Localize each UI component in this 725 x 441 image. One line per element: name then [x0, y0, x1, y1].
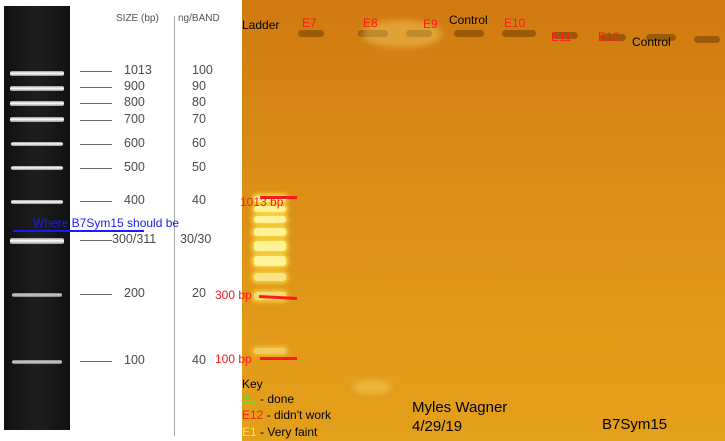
column-divider: [174, 16, 175, 436]
key-item-faint: E1 - Very faint: [242, 425, 317, 439]
bp-marker-line: [260, 196, 297, 199]
ref-band: [11, 166, 63, 170]
lane-label-control-1: Control: [449, 13, 488, 27]
ladder-band: [254, 256, 286, 266]
ref-dash: [80, 144, 112, 145]
ladder-band: [254, 241, 286, 251]
lane-label-e7: E7: [302, 16, 317, 30]
ref-dash: [80, 87, 112, 88]
well: [406, 30, 432, 37]
ref-ng-label: 40: [192, 353, 206, 367]
ladder-band: [254, 348, 286, 354]
ref-size-label: 200: [124, 286, 145, 300]
well: [600, 34, 626, 41]
ref-size-label: 1013: [124, 63, 152, 77]
ladder-band: [254, 273, 286, 281]
key-text: - Very faint: [256, 425, 318, 439]
target-indicator-line: [13, 230, 144, 232]
lane-label-e9: E9: [423, 17, 438, 31]
ref-band: [12, 293, 62, 297]
ref-dash: [80, 168, 112, 169]
ref-band: [10, 86, 64, 91]
ref-ng-label: 60: [192, 136, 206, 150]
ref-band: [11, 142, 63, 146]
faint-glow: [352, 380, 392, 394]
lane-label-e8: E8: [363, 16, 378, 30]
well: [454, 30, 484, 37]
well: [552, 32, 578, 39]
ladder-reference-panel: SIZE (bp) ng/BAND 1013 900 800 700 600 5…: [0, 0, 242, 441]
ref-dash: [80, 103, 112, 104]
ref-dash: [80, 201, 112, 202]
ref-size-label: 800: [124, 95, 145, 109]
ref-size-label: 500: [124, 160, 145, 174]
ladder-band: [254, 228, 286, 236]
well: [358, 30, 388, 37]
size-header: SIZE (bp): [116, 13, 159, 24]
ref-size-label: 600: [124, 136, 145, 150]
ref-ng-label: 30/30: [180, 232, 212, 246]
ref-dash: [80, 120, 112, 121]
ref-ng-label: 70: [192, 112, 206, 126]
sample-name: B7Sym15: [602, 416, 668, 433]
bp-marker-line: [260, 357, 297, 360]
ref-size-label: 700: [124, 112, 145, 126]
ladder-reference-gel: [4, 6, 70, 430]
well: [502, 30, 536, 37]
ref-band: [12, 360, 62, 364]
ref-size-label: 100: [124, 353, 145, 367]
bp-marker-100: 100 bp: [215, 352, 252, 366]
ref-band: [10, 101, 64, 106]
key-text: - didn't work: [263, 408, 332, 422]
ref-size-label: 400: [124, 193, 145, 207]
ref-band: [10, 71, 64, 76]
ref-ng-label: 40: [192, 193, 206, 207]
ref-band: [11, 200, 63, 204]
key-title: Key: [242, 377, 263, 391]
ref-dash: [80, 71, 112, 72]
ladder-band: [254, 206, 286, 212]
gel-photo: [242, 0, 725, 441]
ref-dash: [80, 294, 112, 295]
ng-header: ng/BAND: [178, 13, 220, 24]
ref-ng-label: 90: [192, 79, 206, 93]
ladder-band: [254, 196, 286, 202]
key-item-failed: E12 - didn't work: [242, 408, 331, 422]
ref-size-label: 900: [124, 79, 145, 93]
key-code: E12: [242, 408, 264, 422]
gel-date: 4/29/19: [412, 418, 463, 435]
lane-label-e11: E11: [551, 30, 572, 44]
lane-label-control-2: Control: [632, 35, 671, 49]
well: [646, 34, 676, 41]
ref-size-label: 300/311: [112, 232, 157, 246]
ref-ng-label: 80: [192, 95, 206, 109]
ref-band: [10, 238, 64, 244]
ref-ng-label: 50: [192, 160, 206, 174]
lane-label-e12: E12: [598, 30, 620, 44]
ref-dash: [80, 361, 112, 362]
key-code: E1: [242, 425, 257, 439]
ref-ng-label: 20: [192, 286, 206, 300]
key-code: E1: [242, 392, 257, 406]
lane-label-ladder: Ladder: [242, 18, 280, 32]
well: [694, 36, 720, 43]
faint-glow: [362, 20, 442, 48]
author-name: Myles Wagner: [412, 399, 508, 416]
key-item-done: E1 - done: [242, 392, 294, 406]
bp-marker-300: 300 bp: [215, 288, 252, 302]
key-text: - done: [256, 392, 295, 406]
target-annotation: Where B7Sym15 should be: [33, 216, 180, 230]
lane-label-e10: E10: [504, 16, 526, 30]
well: [298, 30, 324, 37]
ref-band: [10, 117, 64, 122]
ref-ng-label: 100: [192, 63, 213, 77]
ladder-band: [254, 216, 286, 223]
ref-dash: [80, 240, 112, 241]
